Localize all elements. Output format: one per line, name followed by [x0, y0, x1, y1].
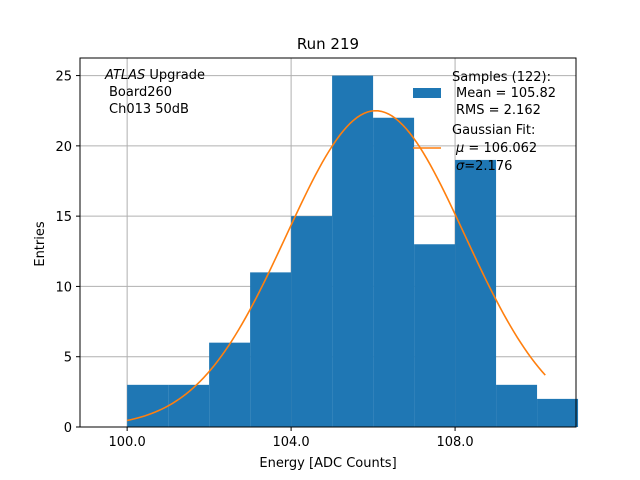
histogram-bar — [373, 117, 415, 427]
y-tick-label: 20 — [55, 140, 72, 155]
y-tick-label: 0 — [64, 421, 72, 436]
histogram-bar — [127, 384, 169, 427]
legend: Samples (122): Mean = 105.82 RMS = 2.162… — [413, 70, 556, 174]
annotation-line-2: Board260 — [109, 85, 172, 100]
legend-fit-label: Gaussian Fit: — [452, 123, 535, 138]
histogram-bar — [250, 272, 292, 427]
histogram-bar — [455, 159, 497, 427]
x-tick-label: 104.0 — [272, 435, 309, 450]
annotation-line-3: Ch013 50dB — [109, 102, 189, 117]
gaussian-fit-curve — [126, 109, 546, 422]
x-axis-label: Energy [ADC Counts] — [259, 456, 396, 471]
annotation-atlas-italic: ATLAS — [104, 68, 145, 83]
legend-sigma-value: =2.176 — [464, 159, 512, 174]
legend-fit-sigma: σ=2.176 — [456, 159, 512, 174]
histogram-bar — [332, 75, 374, 428]
y-tick-label: 25 — [55, 70, 72, 85]
y-tick-label: 5 — [64, 351, 72, 366]
histogram-bar — [209, 342, 251, 427]
x-tick-label: 108.0 — [436, 435, 473, 450]
legend-samples-swatch — [413, 88, 441, 98]
legend-mu-value: = 106.062 — [464, 141, 537, 156]
legend-samples-rms: RMS = 2.162 — [456, 103, 541, 118]
x-tick-label: 100.0 — [109, 435, 146, 450]
plot-frame — [79, 57, 577, 428]
annotation-upgrade-text: Upgrade — [145, 68, 205, 83]
histogram-bar — [537, 398, 579, 427]
y-axis-label: Entries — [33, 221, 48, 267]
legend-mu-symbol: μ — [455, 141, 464, 156]
legend-fit-mu: μ = 106.062 — [455, 141, 537, 156]
annotation-line-1: ATLAS Upgrade — [104, 68, 205, 83]
legend-samples-label: Samples (122): — [452, 70, 551, 85]
histogram-bar — [291, 216, 333, 427]
histogram-bar — [414, 244, 456, 427]
axis-ticks: 100.0 104.0 108.0 0 5 10 15 20 25 — [55, 70, 473, 450]
legend-samples-mean: Mean = 105.82 — [456, 86, 556, 101]
histogram-bars — [127, 75, 579, 428]
chart-title: Run 219 — [297, 35, 359, 53]
y-tick-label: 10 — [55, 280, 72, 295]
atlas-annotation: ATLAS Upgrade Board260 Ch013 50dB — [104, 68, 205, 117]
legend-sigma-symbol: σ — [456, 159, 465, 174]
y-tick-label: 15 — [55, 210, 72, 225]
histogram-bar — [496, 384, 538, 427]
